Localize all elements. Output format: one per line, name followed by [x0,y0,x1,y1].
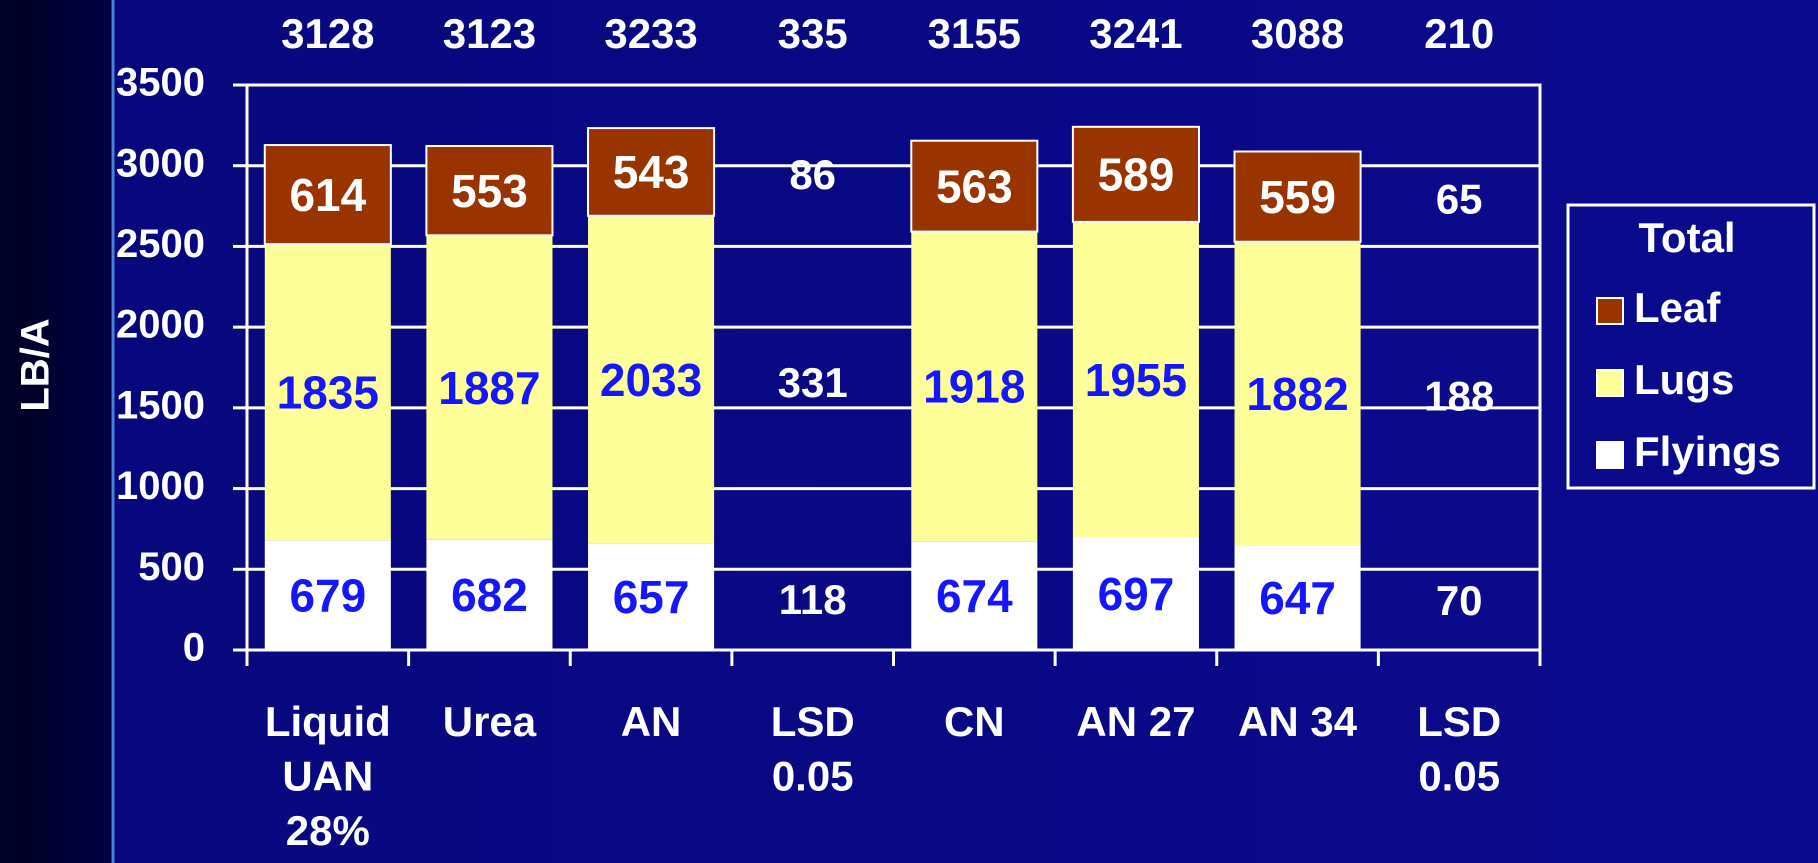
text-line: LSD [1417,698,1501,745]
total-label: 3128 [281,10,374,57]
legend-label: Flyings [1634,428,1781,475]
data-label: 614 [289,169,366,221]
data-label: 1918 [923,361,1025,413]
bar-segment [1234,545,1361,650]
data-label: 559 [1259,171,1336,223]
lsd-label: 70 [1436,577,1483,624]
x-tick-label: AN 27 [1076,698,1195,745]
text-line: Liquid [265,698,391,745]
x-tick-label: Urea [443,698,537,745]
x-tick-label: AN 34 [1238,698,1358,745]
data-label: 589 [1098,149,1175,201]
bar-segment [588,215,715,544]
bar-segment [426,539,553,650]
data-label: 679 [289,569,366,621]
data-label: 1887 [438,362,540,414]
legend-label: Leaf [1634,284,1721,331]
bar-segment [263,144,392,246]
data-label: 1882 [1246,368,1348,420]
data-label: 647 [1259,572,1336,624]
total-label: 3123 [443,10,536,57]
lsd-label: 86 [789,151,836,198]
data-label: 553 [451,165,528,217]
data-label: 657 [613,571,690,623]
bar-segment [1071,125,1200,223]
x-tick-label: CN [944,698,1005,745]
text-line: LSD [771,698,855,745]
y-tick-label: 3000 [116,141,205,185]
x-tick-label: Liquid UAN 28% [265,698,391,854]
text-line: UAN [282,753,373,800]
data-label: 2033 [600,354,702,406]
y-axis-label: LB/A [14,318,58,411]
legend-box [1566,203,1816,490]
total-label: 3241 [1089,10,1182,57]
x-tick-label: LSD 0.05 [771,698,855,800]
total-label: 335 [778,10,848,57]
bar-segment [911,231,1038,542]
y-tick-label: 500 [138,545,205,589]
bar-segment [910,139,1039,233]
y-tick-label: 1500 [116,383,205,427]
bar-segment [1072,537,1199,650]
legend-swatch [1596,441,1624,469]
data-label: 1955 [1085,354,1187,406]
lsd-label: 331 [778,359,848,406]
bar-segment [1233,150,1362,243]
total-label: 3088 [1251,10,1344,57]
bar-segment [264,244,391,541]
y-tick-label: 2500 [116,222,205,266]
bar-segment [426,235,553,540]
bar-segment [1072,221,1199,538]
y-tick-label: 2000 [116,303,205,347]
data-label: 682 [451,569,528,621]
text-line: 0.05 [1418,753,1500,800]
total-label: 210 [1424,10,1494,57]
lsd-label: 65 [1436,176,1483,223]
data-label: 563 [936,160,1013,212]
bar-segment [587,127,716,217]
y-tick-label: 0 [183,626,205,670]
data-label: 543 [613,146,690,198]
total-label: 3155 [928,10,1021,57]
x-tick-label: AN [621,698,682,745]
bar-segment [264,540,391,650]
text-line: 28% [286,807,370,854]
text-line: 0.05 [772,753,854,800]
total-label: 3233 [604,10,697,57]
bar-segment [588,543,715,650]
legend-swatch [1596,297,1624,325]
y-tick-label: 3500 [116,61,205,105]
x-tick-label: LSD 0.05 [1417,698,1501,800]
data-label: 697 [1098,568,1175,620]
lsd-label: 188 [1424,373,1494,420]
y-tick-label: 1000 [116,464,205,508]
bar-segment [1234,241,1361,546]
legend-label: Lugs [1634,356,1734,403]
bar-segment [425,145,554,237]
data-label: 674 [936,570,1013,622]
legend-swatch [1596,369,1624,397]
legend-title: Total [1638,214,1735,261]
bar-segment [911,541,1038,650]
data-label: 1835 [277,366,379,418]
lsd-label: 118 [779,576,847,623]
